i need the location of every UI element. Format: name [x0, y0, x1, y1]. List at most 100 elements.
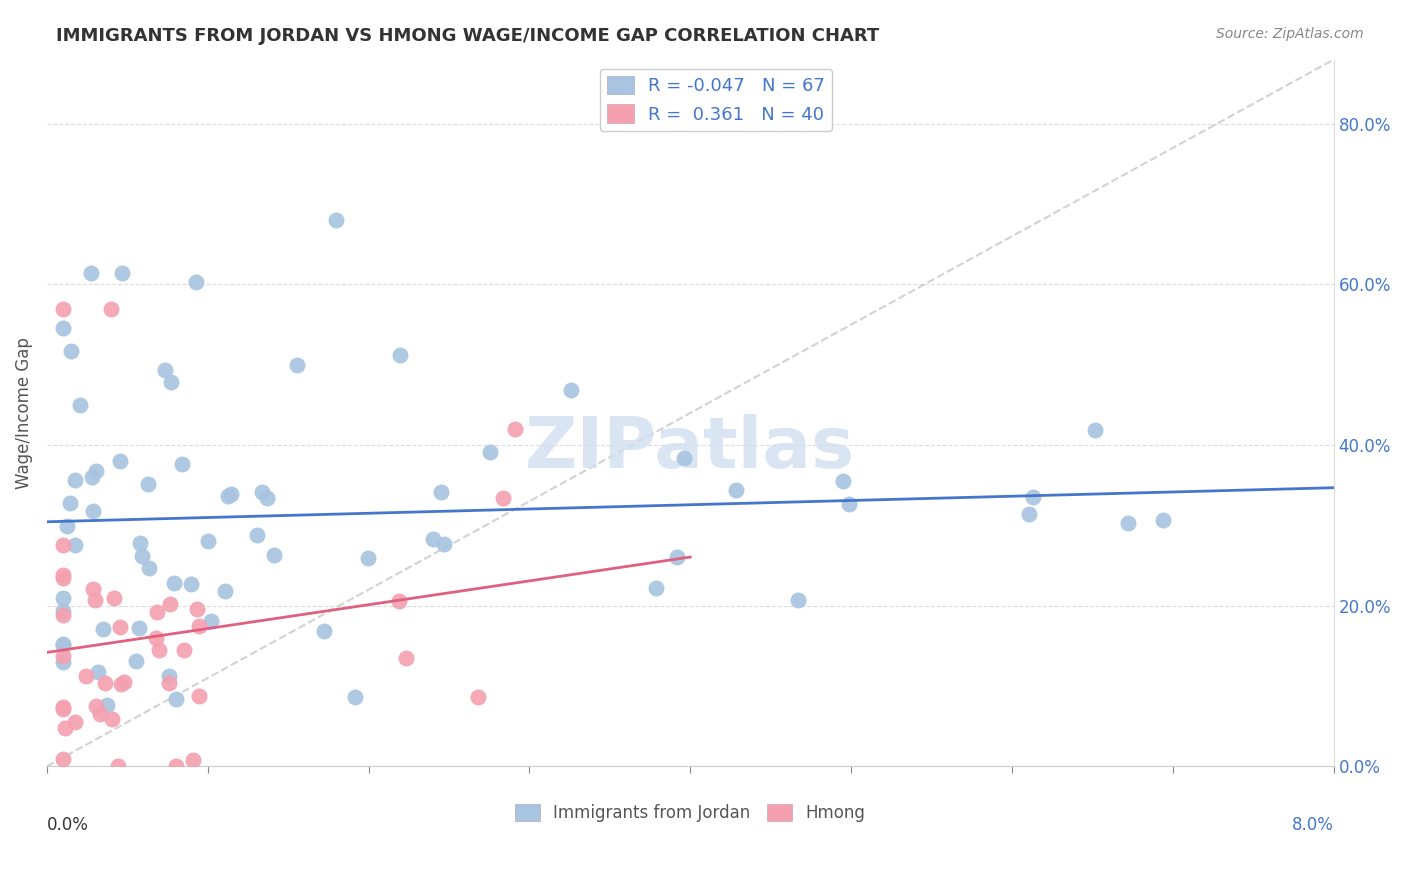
Point	[183, 753, 205, 767]
Point	[52, 702, 75, 716]
Point	[217, 490, 239, 504]
Point	[325, 213, 347, 227]
Text: 8.0%: 8.0%	[1292, 816, 1334, 834]
Point	[165, 759, 187, 773]
Point	[63, 714, 86, 729]
Point	[125, 654, 148, 668]
Point	[65, 538, 87, 552]
Point	[145, 605, 167, 619]
Point	[219, 487, 242, 501]
Point	[52, 604, 75, 618]
Point	[197, 534, 219, 549]
Point	[1018, 507, 1040, 521]
Text: Source: ZipAtlas.com: Source: ZipAtlas.com	[1216, 27, 1364, 41]
Point	[52, 591, 75, 605]
Point	[108, 454, 131, 468]
Point	[52, 655, 75, 669]
Point	[172, 457, 194, 471]
Point	[430, 484, 453, 499]
Point	[157, 676, 180, 690]
Point	[159, 375, 181, 389]
Point	[110, 676, 132, 690]
Point	[263, 549, 285, 563]
Point	[138, 560, 160, 574]
Point	[84, 699, 107, 714]
Point	[52, 321, 75, 335]
Point	[388, 593, 411, 607]
Point	[467, 690, 489, 705]
Point	[312, 624, 335, 638]
Point	[162, 575, 184, 590]
Point	[52, 637, 75, 651]
Point	[107, 759, 129, 773]
Point	[69, 398, 91, 412]
Point	[357, 551, 380, 566]
Point	[53, 721, 76, 735]
Point	[86, 665, 108, 679]
Point	[52, 638, 75, 652]
Point	[84, 592, 107, 607]
Point	[96, 698, 118, 712]
Point	[80, 470, 103, 484]
Point	[157, 668, 180, 682]
Point	[246, 528, 269, 542]
Point	[479, 444, 502, 458]
Point	[52, 700, 75, 714]
Point	[52, 648, 75, 663]
Point	[159, 597, 181, 611]
Point	[252, 484, 274, 499]
Point	[422, 532, 444, 546]
Point	[173, 642, 195, 657]
Point	[395, 651, 418, 665]
Point	[389, 348, 412, 362]
Text: IMMIGRANTS FROM JORDAN VS HMONG WAGE/INCOME GAP CORRELATION CHART: IMMIGRANTS FROM JORDAN VS HMONG WAGE/INC…	[56, 27, 880, 45]
Point	[148, 643, 170, 657]
Text: 0.0%: 0.0%	[46, 816, 89, 834]
Point	[433, 537, 456, 551]
Point	[673, 451, 696, 466]
Point	[214, 584, 236, 599]
Point	[180, 577, 202, 591]
Point	[59, 344, 82, 359]
Point	[153, 362, 176, 376]
Point	[59, 495, 82, 509]
Point	[55, 518, 77, 533]
Point	[1116, 516, 1139, 531]
Point	[52, 752, 75, 766]
Point	[666, 550, 689, 565]
Point	[1152, 513, 1174, 527]
Point	[165, 691, 187, 706]
Y-axis label: Wage/Income Gap: Wage/Income Gap	[15, 337, 32, 489]
Point	[187, 619, 209, 633]
Point	[838, 497, 860, 511]
Point	[505, 422, 527, 436]
Point	[724, 483, 747, 498]
Point	[1084, 423, 1107, 437]
Point	[1022, 490, 1045, 504]
Text: ZIPatlas: ZIPatlas	[526, 414, 855, 483]
Point	[285, 358, 308, 372]
Point	[136, 476, 159, 491]
Point	[184, 275, 207, 289]
Point	[82, 582, 104, 596]
Point	[787, 592, 810, 607]
Point	[91, 622, 114, 636]
Point	[145, 631, 167, 645]
Point	[82, 504, 104, 518]
Point	[52, 567, 75, 582]
Point	[187, 690, 209, 704]
Point	[492, 491, 515, 506]
Point	[65, 473, 87, 487]
Point	[52, 301, 75, 316]
Legend: Immigrants from Jordan, Hmong: Immigrants from Jordan, Hmong	[509, 797, 872, 829]
Point	[644, 581, 666, 595]
Point	[560, 383, 582, 397]
Point	[52, 571, 75, 585]
Point	[343, 690, 366, 704]
Point	[89, 706, 111, 721]
Point	[186, 601, 208, 615]
Point	[86, 464, 108, 478]
Point	[100, 301, 122, 316]
Point	[52, 538, 75, 552]
Point	[256, 491, 278, 506]
